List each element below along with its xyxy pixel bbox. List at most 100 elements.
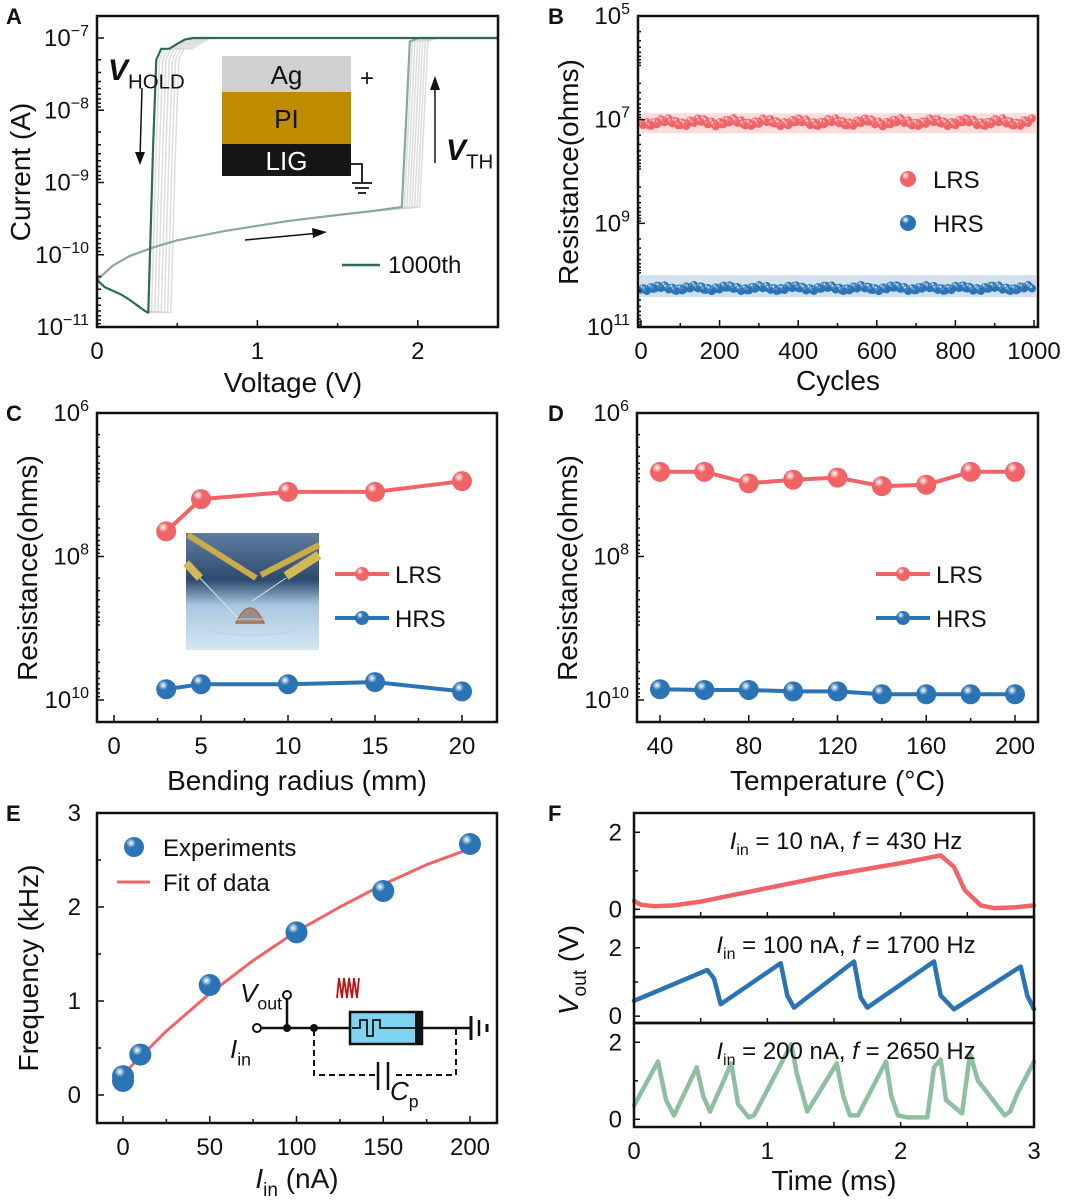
y-tick-label: 1011 [587,312,630,341]
v-th-label: VTH [446,134,493,173]
y-axis-label: Resistance(ohms) [552,455,583,681]
waveform-2 [631,959,1037,1012]
forward-sweep-curve [95,36,500,282]
label-f: f [852,1038,861,1065]
y-tick-label: 106 [53,398,89,427]
hrs-point [1028,284,1037,293]
y-tick-label-exp: 5 [621,1,630,18]
y-tick-label-exp: 9 [621,208,630,225]
hrs-marker [156,679,177,700]
x-tick-label: 100 [276,1134,316,1161]
lrs-marker [156,521,177,542]
hrs-marker [365,672,385,693]
label-text: = 10 nA, [749,828,852,855]
y-tick-label-exp: 10 [71,685,89,702]
experiment-point [285,921,308,944]
legend-marker-hrs [900,215,916,231]
y-tick-label: 108 [593,542,629,571]
y-tick-label-exp: 7 [621,105,630,122]
down-arrow-head [135,152,145,165]
hrs-marker [738,679,759,700]
x-axis-label-sub: in [263,1180,278,1200]
hrs-marker [1005,684,1025,705]
x-tick-label: 600 [857,338,897,365]
x-tick-label: 200 [700,338,740,365]
panel-letter-f: F [548,801,561,826]
layer-lig [222,144,351,176]
legend-label-experiments: Experiments [163,835,296,862]
label-i: I [716,1038,723,1065]
y-tick-label: 0 [609,1106,622,1133]
y-tick-label-base: 10 [44,170,71,197]
label-i: I [730,828,737,855]
hrs-marker [191,674,211,695]
hrs-marker [916,684,937,705]
y-tick-label: 109 [594,208,630,237]
layer-label-pi: PI [274,104,299,134]
y-tick-label-base: 10 [35,242,62,269]
layer-label-lig: LIG [266,146,308,176]
cp-label-sub: p [409,1091,419,1111]
hrs-marker [278,674,298,695]
cp-label: Cp [390,1076,419,1111]
probe-needle [199,577,242,622]
iin-label-main: I [230,1034,237,1064]
y-tick-label-exp: 6 [80,398,89,415]
x-axis-label-rest: (nA) [278,1163,339,1194]
series-1000th-curve [95,36,500,314]
label-text: = 100 nA, [735,932,852,959]
y-tick-label-base: 10 [585,687,612,714]
legend-label-hrs: HRS [933,211,984,238]
lrs-line [164,479,464,534]
y-tick-label-base: 10 [594,107,621,134]
x-axis-label: Voltage (V) [224,367,363,398]
x-tick-label: 150 [363,1134,403,1161]
probe-arm [186,532,258,581]
y-axis-label: Resistance(ohms) [553,59,584,285]
vout-label-main: V [240,978,260,1008]
y-tick-label-exp: −11 [63,312,89,329]
lrs-marker [738,473,759,494]
y-tick-label: 10−8 [44,95,89,124]
legend-label-fit: Fit of data [163,870,270,897]
hrs-marker [871,684,892,705]
v-th-label-sub: TH [466,151,493,173]
right-arrow-shaft [244,232,321,241]
x-tick-label: 1 [761,1138,774,1165]
x-tick-label: 1000 [1007,338,1060,365]
y-tick-label-base: 10 [53,544,80,571]
y-tick-label-base: 10 [44,97,71,124]
x-tick-label: 2 [894,1138,907,1165]
x-axis-label: Time (ms) [772,1165,897,1196]
legend-label-lrs: LRS [933,167,980,194]
legend-marker-lrs [355,567,369,581]
y-tick-label: 2 [609,1029,622,1056]
lrs-marker [694,461,715,482]
x-axis-label: Cycles [796,365,880,396]
y-tick-label: 10−7 [44,23,89,52]
plot-frame-c [95,411,499,724]
x-tick-label: 5 [194,733,207,760]
panel-e: E 0 1 2 3 0 50 100 150 200 Iin (nA) Frequency (kHz)… [6,800,499,1200]
y-axis-label: Current (A) [5,103,36,241]
hrs-marker [694,679,715,700]
y-tick-label: 107 [594,105,630,134]
lrs-marker [365,481,385,502]
label-rest: = 2650 Hz [859,1038,976,1065]
x-tick-label: 20 [449,733,476,760]
y-tick-label: 1 [68,988,81,1015]
probe-arm [259,542,321,578]
hrs-marker [960,684,981,705]
label-i: I [716,932,723,959]
y-tick-label-base: 10 [45,687,72,714]
v-hold-label: VHOLD [108,54,185,93]
label-f: f [852,932,861,959]
lrs-point [1028,114,1037,123]
lrs-marker [871,476,892,497]
y-tick-label-base: 10 [594,210,621,237]
waveform-3 [631,1041,1037,1120]
legend-label-hrs: HRS [936,606,987,633]
lrs-marker [960,461,981,482]
